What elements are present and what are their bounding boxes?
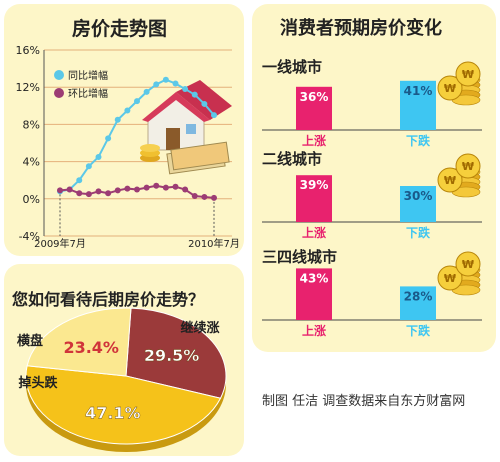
svg-text:₩: ₩ [462, 258, 474, 271]
pie-value-label: 47.1% [85, 403, 141, 422]
trend-title: 房价走势图 [72, 18, 168, 40]
pie-slice-turn-down [25, 365, 222, 445]
bar-down [400, 286, 436, 320]
series-mom-point [191, 193, 198, 200]
trend-chart: 16% 12% 8% 4% 0% -4% 2009年7月 2010年7月 同比增幅 环比增幅 [16, 44, 240, 250]
bar-value-label: 39% [300, 178, 329, 192]
bar-value-label: 41% [404, 84, 433, 98]
series-mom-point [95, 188, 102, 195]
x-tick-label: 2010年7月 [188, 237, 240, 250]
y-tick-label: -4% [19, 230, 40, 243]
pie-slice-flat [26, 307, 132, 377]
expectation-title: 消费者预期房价变化 [280, 18, 442, 39]
bar-up [296, 268, 332, 320]
series-mom-point [114, 187, 121, 194]
bar-category-label: 下跌 [406, 133, 431, 148]
legend-yoy-marker [54, 70, 64, 80]
series-yoy-point [105, 135, 112, 142]
svg-text:₩: ₩ [444, 174, 456, 187]
series-yoy-point [76, 177, 83, 184]
series-yoy-point [201, 100, 208, 107]
series-mom-point [76, 190, 83, 197]
bar-value-label: 43% [300, 271, 329, 285]
svg-text:₩: ₩ [444, 272, 456, 285]
view-title: 您如何看待后期房价走势？ [12, 290, 205, 309]
series-mom-point [143, 184, 150, 191]
series-mom-point [153, 182, 160, 189]
expectation-bar-chart: 一线城市36%上涨41%下跌₩₩二线城市39%上涨30%下跌₩₩三四线城市43%… [262, 58, 482, 338]
pie-slice-continue-rise [125, 307, 227, 399]
series-mom-point [211, 194, 217, 201]
series-mom-point [57, 187, 63, 194]
coin-stack-icon [140, 144, 160, 162]
series-mom-point [124, 185, 131, 192]
legend-yoy-label: 同比增幅 [68, 69, 108, 82]
pie-category-label: 横盘 [17, 333, 43, 349]
bar-category-label: 下跌 [406, 323, 431, 338]
series-yoy-point [153, 81, 160, 88]
series-yoy-point [134, 98, 140, 105]
pie-category-label: 继续涨 [180, 320, 219, 336]
series-yoy-point [85, 163, 92, 170]
series-mom-point [162, 184, 169, 191]
series-mom-point [201, 193, 208, 200]
credit-text: 制图 任洁 调查数据来自东方财富网 [262, 394, 466, 409]
series-yoy-point [182, 86, 189, 93]
tier-name: 三四线城市 [262, 248, 337, 266]
bar-value-label: 36% [300, 90, 329, 104]
series-yoy-point [95, 153, 102, 160]
bar-up [296, 86, 332, 130]
bar-down [400, 186, 436, 222]
series-yoy-point [191, 91, 198, 98]
series-yoy-point [124, 107, 131, 114]
pie-value-label: 23.4% [63, 338, 119, 357]
trend-legend: 同比增幅 环比增幅 [54, 69, 108, 100]
bar-value-label: 30% [404, 189, 433, 203]
coin-stack-icon: ₩₩ [437, 61, 481, 106]
legend-mom-label: 环比增幅 [68, 87, 108, 100]
coin-stack-icon: ₩₩ [437, 153, 481, 198]
y-tick-label: 8% [23, 118, 40, 131]
pie-category-label: 掉头跌 [18, 375, 58, 391]
svg-text:₩: ₩ [462, 160, 474, 173]
legend-mom-marker [54, 88, 64, 98]
y-tick-label: 16% [16, 44, 40, 57]
series-mom-point [85, 191, 92, 198]
pie-value-label: 29.5% [144, 346, 200, 365]
series-yoy-point [114, 116, 121, 123]
y-tick-label: 12% [16, 81, 40, 94]
y-tick-label: 0% [23, 193, 40, 206]
series-mom-point [182, 186, 189, 193]
series-mom-point [105, 190, 112, 197]
house-icon [142, 80, 232, 151]
bar-category-label: 下跌 [406, 225, 431, 240]
bar-category-label: 上涨 [302, 323, 326, 338]
svg-text:₩: ₩ [444, 82, 456, 95]
x-tick-label: 2009年7月 [34, 237, 86, 250]
series-mom-point [172, 183, 179, 190]
series-yoy-point [211, 112, 217, 119]
tier-name: 二线城市 [262, 150, 322, 168]
bar-category-label: 上涨 [302, 133, 326, 148]
svg-text:₩: ₩ [462, 68, 474, 81]
tier-name: 一线城市 [262, 58, 322, 76]
series-yoy-point [162, 76, 169, 83]
bar-category-label: 上涨 [302, 225, 326, 240]
bar-up [296, 175, 332, 222]
bar-value-label: 28% [404, 289, 433, 303]
coin-stack-icon: ₩₩ [437, 251, 481, 296]
series-mom-point [66, 186, 73, 193]
y-tick-label: 4% [23, 156, 40, 169]
series-yoy-point [143, 88, 150, 95]
series-mom-point [134, 186, 140, 193]
bar-down [400, 80, 436, 130]
money-stack-icon [166, 141, 230, 175]
series-yoy-point [172, 80, 179, 87]
